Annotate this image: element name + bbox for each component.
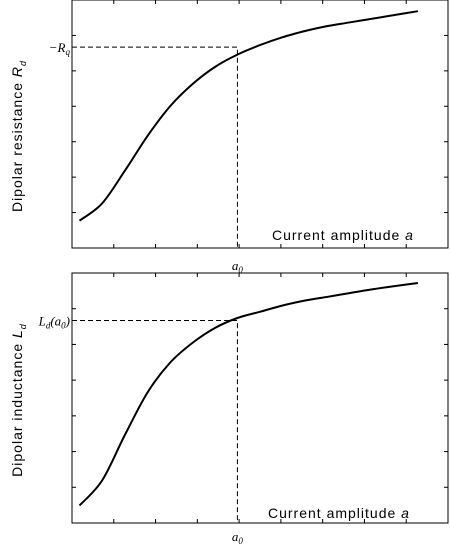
plot-frame-resistance [71,0,449,249]
marker-y-label-resistance: −Rq [49,40,71,57]
y-axis-label-inductance: Dipolar inductance Ld [9,323,28,477]
plot-frame-inductance [71,272,449,524]
series-line-resistance [78,10,419,222]
marker-y-label-inductance: Ld(a0) [38,314,70,331]
chart-inductance: Current amplitude a Dipolar inductance L… [9,272,449,546]
y-axis-label-resistance: Dipolar resistance Rd [9,60,28,212]
marker-x-label-inductance: a0 [232,529,244,546]
axis-ticks-inductance [72,273,448,523]
marker-guide-inductance [72,320,238,523]
x-axis-label-inductance: Current amplitude a [268,505,410,521]
chart-resistance: Current amplitude a Dipolar resistance R… [9,0,449,275]
marker-guide-resistance [72,46,238,248]
axis-ticks-resistance [72,0,448,248]
series-line-inductance [78,282,419,507]
x-axis-label-resistance: Current amplitude a [272,227,414,243]
marker-x-label-resistance: a0 [232,258,244,275]
